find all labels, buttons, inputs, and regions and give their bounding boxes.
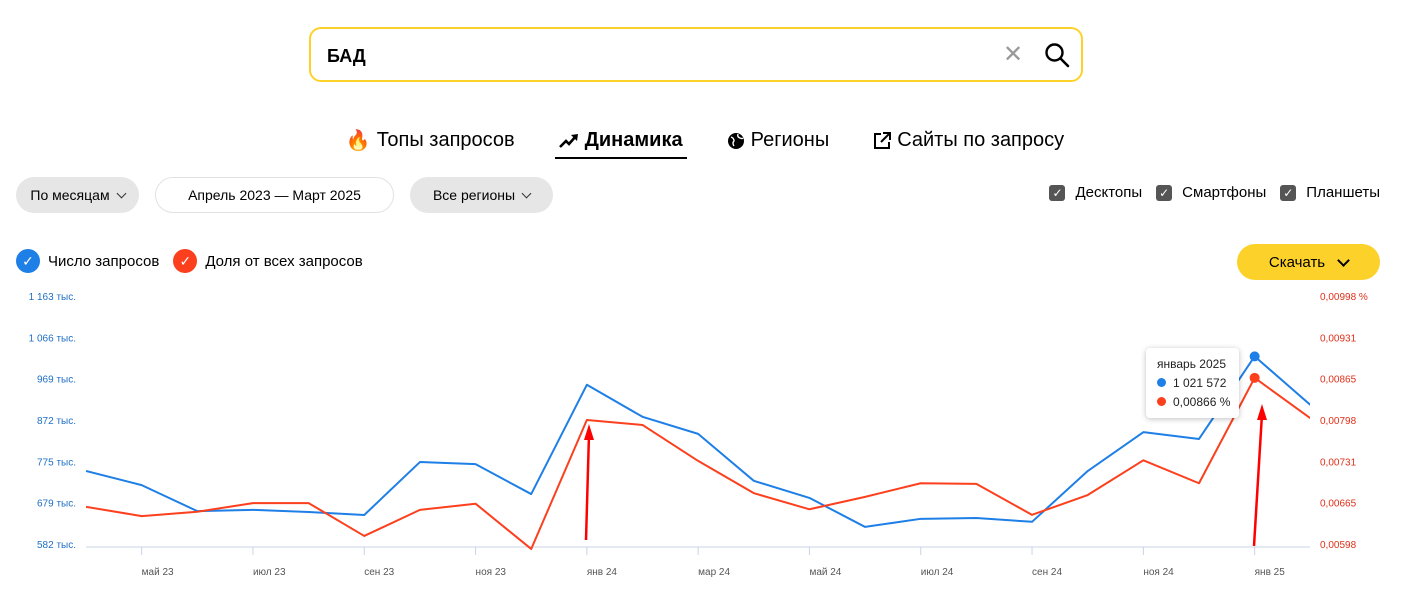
x-tick-label: июл 23	[253, 567, 286, 578]
legend-requests-toggle[interactable]: ✓ Число запросов	[16, 249, 159, 273]
annotation-arrow	[1252, 413, 1264, 547]
tab-sites[interactable]: Сайты по запросу	[869, 126, 1068, 159]
tab-label: Регионы	[750, 129, 830, 151]
arrowhead-icon	[1257, 404, 1267, 420]
series-line-1	[86, 376, 1310, 550]
download-label: Скачать	[1268, 253, 1326, 271]
x-tick-label: май 23	[142, 567, 174, 578]
x-tick-label: ноя 23	[476, 567, 507, 578]
series-group	[86, 351, 1310, 550]
annotation-arrow	[584, 433, 591, 541]
y-right-tick-label: 0,00598	[1320, 540, 1357, 551]
checkbox-smartphones[interactable]: ✓ Смартфоны	[1156, 184, 1266, 201]
legend-share-toggle[interactable]: ✓ Доля от всех запросов	[173, 249, 363, 273]
tab-tops[interactable]: 🔥 Топы запросов	[342, 126, 519, 159]
x-tick-label: янв 24	[587, 567, 618, 578]
data-point	[1249, 372, 1260, 383]
legend-label: Доля от всех запросов	[205, 252, 363, 270]
period-label: По месяцам	[30, 187, 110, 203]
x-tick-label: май 24	[809, 567, 841, 578]
region-select[interactable]: Все регионы	[410, 177, 553, 213]
legend-label: Число запросов	[48, 252, 160, 270]
search-input[interactable]	[325, 41, 969, 71]
check-icon: ✓	[173, 249, 198, 273]
x-tick-label: янв 25	[1255, 567, 1286, 578]
region-label: Все регионы	[432, 187, 516, 203]
download-button[interactable]: Скачать	[1237, 244, 1380, 280]
y-left-tick-label: 679 тыс.	[37, 499, 76, 510]
checkbox-desktops[interactable]: ✓ Десктопы	[1049, 184, 1142, 201]
y-right-tick-label: 0,00998 %	[1320, 292, 1368, 303]
arrowhead-icon	[584, 424, 594, 440]
check-icon: ✓	[1156, 184, 1173, 201]
check-icon: ✓	[1280, 184, 1297, 201]
data-point	[1249, 351, 1260, 362]
x-tick-label: июл 24	[921, 567, 954, 578]
chart-legend: ✓ Число запросов ✓ Доля от всех запросов	[16, 249, 363, 273]
y-right-tick-label: 0,00865	[1320, 375, 1357, 386]
tab-regions[interactable]: Регионы	[723, 126, 834, 159]
checkbox-label: Смартфоны	[1182, 184, 1267, 201]
red-dot-icon	[1157, 397, 1166, 406]
y-left-tick-label: 872 тыс.	[37, 416, 76, 427]
tabs: 🔥 Топы запросов Динамика Регионы Сайты по…	[0, 126, 1410, 159]
tab-label: Динамика	[584, 129, 683, 151]
x-tick-label: сен 24	[1032, 567, 1062, 578]
y-right-tick-label: 0,00798	[1320, 416, 1357, 427]
x-tick-label: сен 23	[364, 567, 394, 578]
x-tick-label: мар 24	[698, 567, 730, 578]
tab-label: Топы запросов	[376, 129, 515, 151]
close-icon[interactable]: ✕	[1003, 41, 1024, 68]
y-left-tick-label: 1 163 тыс.	[29, 292, 76, 303]
date-range-label: Апрель 2023 — Март 2025	[188, 187, 361, 203]
y-left-tick-label: 1 066 тыс.	[29, 333, 76, 344]
external-link-icon	[874, 131, 892, 149]
tab-dynamics[interactable]: Динамика	[554, 126, 687, 159]
tab-label: Сайты по запросу	[897, 129, 1065, 151]
y-left-tick-label: 582 тыс.	[37, 540, 76, 551]
date-range-picker[interactable]: Апрель 2023 — Март 2025	[155, 177, 394, 213]
x-tick-label: ноя 24	[1143, 567, 1174, 578]
tooltip-title: январь 2025	[1157, 356, 1226, 371]
tooltip-value-requests: 1 021 572	[1173, 375, 1227, 390]
period-select[interactable]: По месяцам	[16, 177, 139, 213]
y-right-tick-label: 0,00931	[1320, 333, 1357, 344]
device-filters: ✓ Десктопы ✓ Смартфоны ✓ Планшеты	[1049, 184, 1380, 201]
checkbox-label: Десктопы	[1075, 184, 1143, 201]
globe-icon	[727, 132, 744, 149]
search-icon[interactable]	[1044, 42, 1070, 68]
y-left-tick-label: 969 тыс.	[37, 375, 76, 386]
check-icon: ✓	[16, 249, 40, 273]
fire-icon: 🔥	[345, 130, 371, 152]
series-line-0	[86, 355, 1310, 528]
tooltip-value-share: 0,00866 %	[1173, 394, 1231, 409]
blue-dot-icon	[1157, 378, 1166, 387]
trend-up-icon	[558, 133, 578, 148]
chart-tooltip: январь 2025 1 021 572 0,00866 %	[1146, 348, 1239, 418]
check-icon: ✓	[1049, 184, 1066, 201]
y-right-tick-label: 0,00665	[1320, 499, 1357, 510]
y-left-tick-label: 775 тыс.	[37, 457, 76, 468]
checkbox-label: Планшеты	[1306, 184, 1380, 201]
search-box[interactable]: ✕	[309, 27, 1083, 82]
y-right-tick-label: 0,00731	[1320, 457, 1357, 468]
checkbox-tablets[interactable]: ✓ Планшеты	[1280, 184, 1380, 201]
